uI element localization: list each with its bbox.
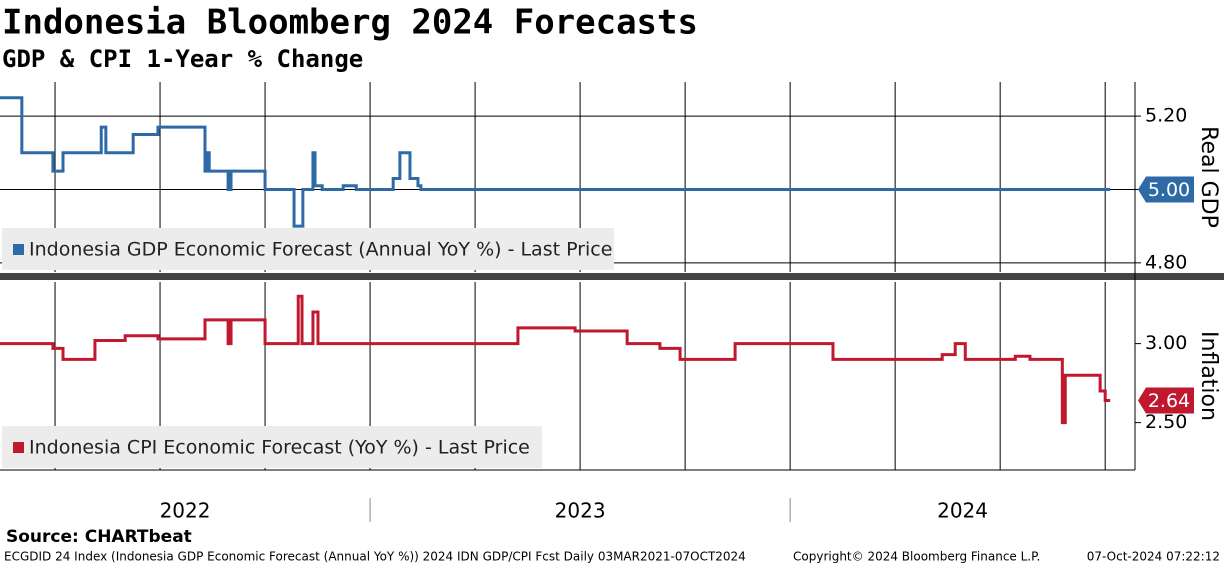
panel-separator [0,273,1224,280]
y-axis-label: Real GDP [1196,126,1221,228]
x-tick-label: 2022 [160,499,211,523]
last-price-tag [1138,176,1194,203]
copyright: Copyright© 2024 Bloomberg Finance L.P. [793,550,1040,564]
legend-label: Indonesia GDP Economic Forecast (Annual … [29,239,612,261]
legend-swatch [13,244,24,255]
legend-box [2,228,614,270]
y-tick-label: 3.00 [1145,332,1187,354]
series-line [0,294,1111,425]
last-price-tag [1138,387,1194,414]
y-axis-label: Inflation [1196,331,1221,421]
title: Indonesia Bloomberg 2024 Forecasts [2,3,698,43]
subtitle: GDP & CPI 1-Year % Change [2,45,363,73]
x-tick-label: 2023 [555,499,606,523]
y-tick-label: 5.20 [1145,105,1187,127]
legend-label: Indonesia CPI Economic Forecast (YoY %) … [29,437,530,459]
legend-box [2,426,542,468]
y-tick-label: 2.50 [1145,411,1187,433]
x-tick-label: 2024 [937,499,988,523]
last-price-label: 5.00 [1148,179,1190,201]
y-tick-label: 4.80 [1145,251,1187,273]
source: Source: CHARTbeat [6,527,192,547]
legend-swatch [13,442,24,453]
timestamp: 07-Oct-2024 07:22:12 [1087,550,1220,564]
series-line [0,96,1111,228]
description: ECGDID 24 Index (Indonesia GDP Economic … [4,550,746,564]
last-price-label: 2.64 [1148,390,1190,412]
